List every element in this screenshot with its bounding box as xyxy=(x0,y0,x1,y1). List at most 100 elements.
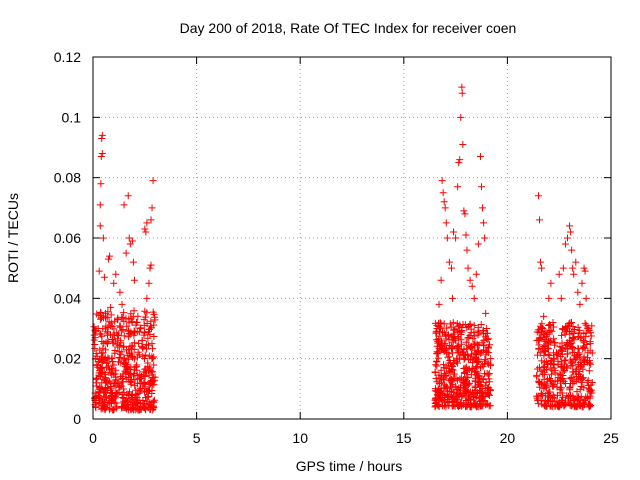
data-point xyxy=(444,398,452,406)
data-point xyxy=(576,326,584,334)
data-point xyxy=(483,369,491,377)
data-point xyxy=(128,317,136,325)
data-point xyxy=(474,358,482,366)
data-point xyxy=(463,345,471,353)
data-point xyxy=(128,237,136,245)
data-point xyxy=(111,346,119,354)
data-point xyxy=(151,313,159,321)
data-point xyxy=(470,294,478,302)
data-point xyxy=(138,337,146,345)
data-point xyxy=(580,384,588,392)
data-point xyxy=(547,402,555,410)
data-point xyxy=(144,341,152,349)
data-point xyxy=(454,183,462,191)
data-point xyxy=(558,399,566,407)
data-point xyxy=(127,377,135,385)
data-point xyxy=(134,348,142,356)
data-point xyxy=(104,329,112,337)
data-point xyxy=(547,370,555,378)
data-point xyxy=(477,364,485,372)
data-point xyxy=(467,343,475,351)
data-point xyxy=(96,384,104,392)
data-point xyxy=(148,387,156,395)
data-point xyxy=(135,340,143,348)
data-point xyxy=(568,246,576,254)
data-point xyxy=(108,335,116,343)
data-point xyxy=(569,368,577,376)
data-point xyxy=(118,402,126,410)
data-point xyxy=(442,403,450,411)
data-point xyxy=(556,343,564,351)
data-point xyxy=(477,321,485,329)
data-point xyxy=(557,352,565,360)
data-point xyxy=(142,228,150,236)
data-point xyxy=(549,318,557,326)
data-point xyxy=(146,364,154,372)
data-point xyxy=(485,375,493,383)
data-point xyxy=(449,360,457,368)
data-point xyxy=(146,264,154,272)
y-tick-label: 0.02 xyxy=(54,351,81,367)
y-tick-label: 0.08 xyxy=(54,170,81,186)
data-point xyxy=(581,319,589,327)
data-point xyxy=(147,380,155,388)
data-point xyxy=(476,377,484,385)
data-point xyxy=(461,210,469,218)
data-point xyxy=(555,403,563,411)
data-point xyxy=(443,234,451,242)
data-point xyxy=(472,270,480,278)
data-point xyxy=(445,336,453,344)
data-point xyxy=(117,337,125,345)
data-point xyxy=(537,328,545,336)
data-point xyxy=(127,405,135,413)
data-point xyxy=(545,388,553,396)
data-point xyxy=(538,320,546,328)
data-point xyxy=(437,320,445,328)
data-point xyxy=(136,406,144,414)
data-point xyxy=(440,381,448,389)
data-point xyxy=(543,337,551,345)
data-point xyxy=(141,351,149,359)
data-point xyxy=(149,402,157,410)
data-point xyxy=(432,375,440,383)
data-point xyxy=(547,380,555,388)
data-point xyxy=(451,402,459,410)
data-point xyxy=(471,349,479,357)
data-point xyxy=(553,377,561,385)
data-point xyxy=(438,177,446,185)
data-point xyxy=(115,348,123,356)
data-point xyxy=(433,325,441,332)
data-point xyxy=(457,383,465,391)
data-point xyxy=(134,328,142,336)
data-point xyxy=(540,381,548,389)
data-point xyxy=(100,401,108,409)
data-point xyxy=(537,258,545,266)
data-point xyxy=(457,113,465,121)
data-point xyxy=(459,140,467,148)
data-point xyxy=(437,324,445,332)
data-point xyxy=(464,264,472,272)
data-point xyxy=(100,389,108,397)
data-point xyxy=(130,307,138,315)
data-point xyxy=(141,307,149,315)
data-point xyxy=(125,329,133,337)
data-point xyxy=(145,401,153,409)
data-point xyxy=(116,288,124,296)
data-point xyxy=(133,390,141,398)
data-point xyxy=(476,153,484,161)
data-point xyxy=(554,360,562,368)
data-point xyxy=(578,279,586,287)
data-point xyxy=(91,344,99,352)
data-point xyxy=(573,365,581,373)
data-point xyxy=(127,391,135,399)
data-point xyxy=(92,350,100,358)
data-point xyxy=(473,403,481,411)
data-point xyxy=(474,240,482,248)
y-tick-label: 0 xyxy=(73,411,81,427)
data-point xyxy=(459,390,467,398)
data-point xyxy=(139,343,147,351)
data-point xyxy=(536,216,544,224)
data-point xyxy=(563,340,571,348)
data-point xyxy=(468,282,476,290)
data-point xyxy=(450,228,458,236)
